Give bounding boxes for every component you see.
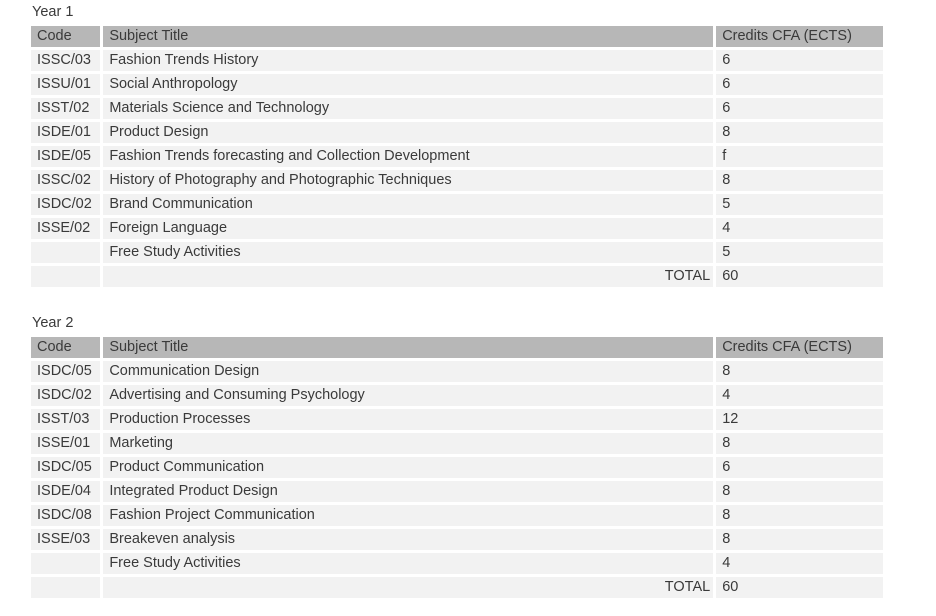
table-row: ISSC/02 History of Photography and Photo… (31, 170, 883, 191)
cell-code: ISDC/08 (31, 505, 101, 526)
header-credits: Credits CFA (ECTS) (716, 26, 883, 47)
cell-credits: 8 (716, 481, 883, 502)
cell-subject-title: Communication Design (103, 361, 714, 382)
cell-code: ISST/03 (31, 409, 101, 430)
cell-code: ISDC/05 (31, 457, 101, 478)
cell-code: ISSU/01 (31, 74, 101, 95)
cell-credits: 6 (716, 74, 883, 95)
cell-subject-title: Fashion Project Communication (103, 505, 714, 526)
cell-code (31, 553, 101, 574)
cell-code: ISSE/01 (31, 433, 101, 454)
cell-subject-title: Foreign Language (103, 218, 714, 239)
header-code: Code (31, 337, 101, 358)
table-row: ISDE/04 Integrated Product Design 8 (31, 481, 883, 502)
cell-credits: 6 (716, 457, 883, 478)
cell-code-empty (31, 266, 101, 287)
table-row: ISDC/02 Brand Communication 5 (31, 194, 883, 215)
year-label: Year 1 (32, 4, 74, 20)
cell-subject-title: Free Study Activities (103, 242, 714, 263)
table-row: ISSE/01 Marketing 8 (31, 433, 883, 454)
cell-code: ISSE/03 (31, 529, 101, 550)
cell-credits: 6 (716, 98, 883, 119)
cell-code: ISSE/02 (31, 218, 101, 239)
cell-subject-title: Production Processes (103, 409, 714, 430)
year-2-section: Year 2 Code Subject Title Credits CFA (E… (31, 312, 883, 601)
cell-credits: 12 (716, 409, 883, 430)
total-label: TOTAL (103, 266, 714, 287)
cell-subject-title: Advertising and Consuming Psychology (103, 385, 714, 406)
cell-subject-title: Product Communication (103, 457, 714, 478)
cell-subject-title: Free Study Activities (103, 553, 714, 574)
table-row: ISSE/02 Foreign Language 4 (31, 218, 883, 239)
cell-code (31, 242, 101, 263)
cell-code: ISDC/05 (31, 361, 101, 382)
table-row: Free Study Activities 5 (31, 242, 883, 263)
total-value: 60 (716, 577, 883, 598)
total-row: TOTAL 60 (31, 266, 883, 287)
cell-subject-title: History of Photography and Photographic … (103, 170, 714, 191)
table-row: ISST/03 Production Processes 12 (31, 409, 883, 430)
cell-code: ISDE/01 (31, 122, 101, 143)
cell-subject-title: Materials Science and Technology (103, 98, 714, 119)
cell-credits: 4 (716, 553, 883, 574)
table-header-row: Code Subject Title Credits CFA (ECTS) (31, 26, 883, 47)
total-value: 60 (716, 266, 883, 287)
cell-subject-title: Fashion Trends forecasting and Collectio… (103, 146, 714, 167)
cell-code: ISDE/04 (31, 481, 101, 502)
cell-credits: 8 (716, 170, 883, 191)
cell-subject-title: Brand Communication (103, 194, 714, 215)
table-row: ISST/02 Materials Science and Technology… (31, 98, 883, 119)
year-1-section: Year 1 Code Subject Title Credits CFA (E… (31, 1, 883, 290)
table-row: ISSE/03 Breakeven analysis 8 (31, 529, 883, 550)
table-header-row: Code Subject Title Credits CFA (ECTS) (31, 337, 883, 358)
table-row: Free Study Activities 4 (31, 553, 883, 574)
cell-code: ISDC/02 (31, 385, 101, 406)
cell-credits: 6 (716, 50, 883, 71)
cell-subject-title: Marketing (103, 433, 714, 454)
cell-code: ISST/02 (31, 98, 101, 119)
cell-subject-title: Breakeven analysis (103, 529, 714, 550)
cell-credits: 4 (716, 385, 883, 406)
cell-credits: 8 (716, 433, 883, 454)
cell-code: ISDE/05 (31, 146, 101, 167)
table-row: ISSU/01 Social Anthropology 6 (31, 74, 883, 95)
table-row: ISDE/05 Fashion Trends forecasting and C… (31, 146, 883, 167)
curriculum-table-year-1: Code Subject Title Credits CFA (ECTS) IS… (28, 23, 886, 290)
year-label: Year 2 (32, 315, 74, 331)
table-row: ISDC/08 Fashion Project Communication 8 (31, 505, 883, 526)
header-credits: Credits CFA (ECTS) (716, 337, 883, 358)
header-subject-title: Subject Title (103, 337, 714, 358)
table-row: ISDE/01 Product Design 8 (31, 122, 883, 143)
table-row: ISDC/02 Advertising and Consuming Psycho… (31, 385, 883, 406)
cell-subject-title: Product Design (103, 122, 714, 143)
table-row: ISDC/05 Communication Design 8 (31, 361, 883, 382)
header-subject-title: Subject Title (103, 26, 714, 47)
curriculum-table-year-2: Code Subject Title Credits CFA (ECTS) IS… (28, 334, 886, 601)
cell-code-empty (31, 577, 101, 598)
table-row: ISDC/05 Product Communication 6 (31, 457, 883, 478)
cell-credits: 5 (716, 242, 883, 263)
cell-credits: f (716, 146, 883, 167)
cell-code: ISSC/03 (31, 50, 101, 71)
cell-credits: 8 (716, 529, 883, 550)
total-row: TOTAL 60 (31, 577, 883, 598)
cell-credits: 8 (716, 122, 883, 143)
table-row: ISSC/03 Fashion Trends History 6 (31, 50, 883, 71)
cell-code: ISDC/02 (31, 194, 101, 215)
cell-credits: 8 (716, 505, 883, 526)
cell-credits: 5 (716, 194, 883, 215)
total-label: TOTAL (103, 577, 714, 598)
header-code: Code (31, 26, 101, 47)
cell-subject-title: Fashion Trends History (103, 50, 714, 71)
cell-code: ISSC/02 (31, 170, 101, 191)
cell-subject-title: Social Anthropology (103, 74, 714, 95)
cell-credits: 4 (716, 218, 883, 239)
cell-credits: 8 (716, 361, 883, 382)
cell-subject-title: Integrated Product Design (103, 481, 714, 502)
